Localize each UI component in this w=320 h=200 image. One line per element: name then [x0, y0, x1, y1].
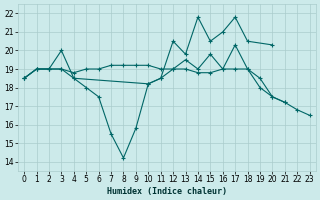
X-axis label: Humidex (Indice chaleur): Humidex (Indice chaleur) — [107, 187, 227, 196]
